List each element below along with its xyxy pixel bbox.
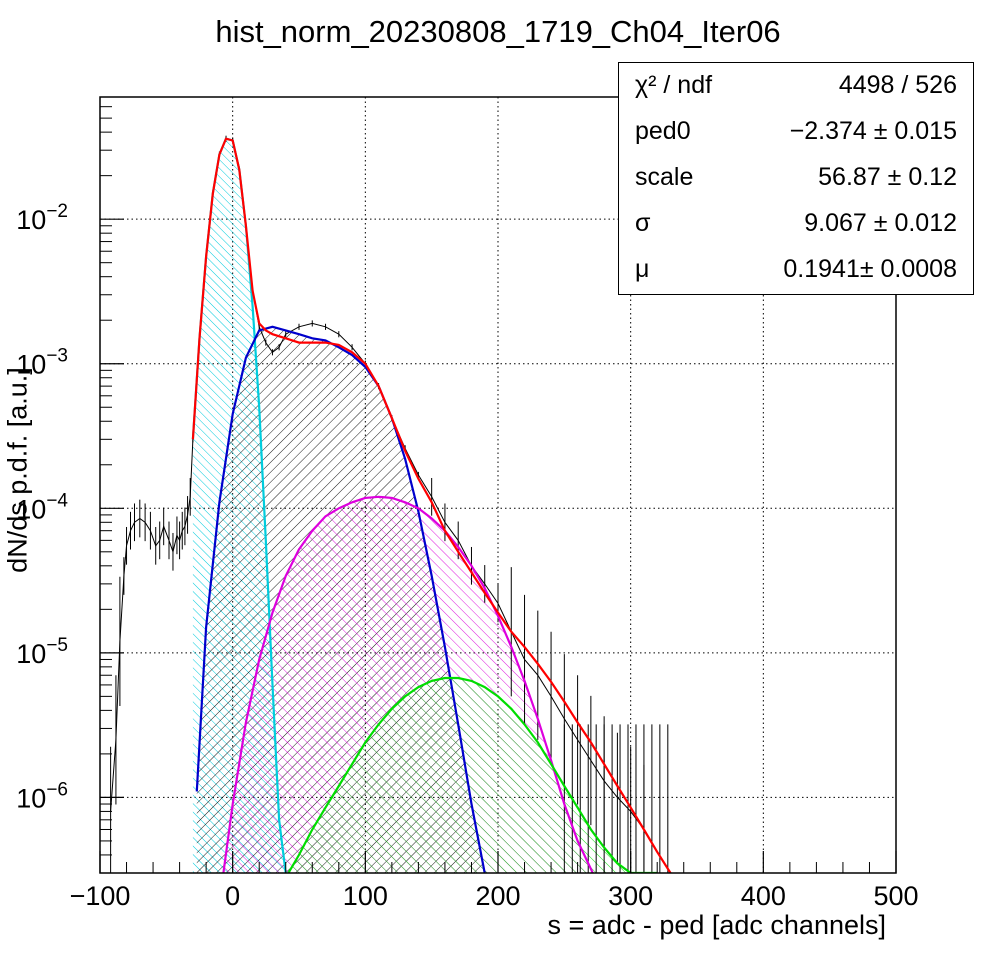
stat-row-ped0: ped0 −2.374 ± 0.015 (619, 109, 973, 155)
pe2-line (222, 495, 594, 873)
stat-value: 56.87 ± 0.12 (818, 163, 957, 191)
y-tick-exponent: −4 (46, 490, 68, 511)
x-tick-label: 300 (608, 881, 653, 911)
pe3-line (287, 676, 658, 873)
stat-value: 4498 / 526 (838, 71, 957, 99)
x-tick-label: 500 (873, 881, 918, 911)
stat-label: σ (635, 209, 651, 237)
y-tick-label: 10−4 (16, 490, 68, 524)
pe3-fill (288, 678, 658, 873)
pe1-line (195, 325, 486, 873)
stat-label: χ² / ndf (635, 71, 713, 99)
stat-row-mu: μ 0.1941± 0.0008 (619, 247, 973, 293)
y-tick-exponent: −2 (46, 201, 68, 222)
fit-stats-box: χ² / ndf 4498 / 526 ped0 −2.374 ± 0.015 … (618, 62, 974, 295)
stat-label: scale (635, 163, 694, 191)
y-tick-label: 10−2 (16, 201, 68, 235)
y-tick-exponent: −3 (46, 346, 68, 367)
stat-value: −2.374 ± 0.015 (789, 117, 957, 145)
x-tick-label: 200 (475, 881, 520, 911)
stat-label: ped0 (635, 117, 691, 145)
fit-total-line (191, 137, 672, 873)
y-tick-exponent: −5 (46, 635, 68, 656)
y-tick-label: 10−6 (16, 779, 68, 813)
x-tick-label: 400 (741, 881, 786, 911)
x-tick-label: 100 (343, 881, 388, 911)
stat-label: μ (635, 255, 650, 283)
stat-value: 0.1941± 0.0008 (783, 255, 957, 283)
y-tick-label: 10−5 (16, 635, 68, 669)
x-tick-label: −100 (70, 881, 131, 911)
y-tick-exponent: −6 (46, 779, 68, 800)
stat-value: 9.067 ± 0.012 (804, 209, 957, 237)
component-fills (192, 138, 658, 873)
x-tick-label: 0 (225, 881, 240, 911)
x-axis-label: s = adc - ped [adc channels] (547, 910, 886, 940)
chart-title: hist_norm_20230808_1719_Ch04_Iter06 (215, 14, 781, 49)
fit-curves (191, 137, 672, 873)
y-axis-label: dN/ds p.d.f. [a.u.] (2, 367, 33, 573)
stat-row-scale: scale 56.87 ± 0.12 (619, 155, 973, 201)
stat-row-sigma: σ 9.067 ± 0.012 (619, 201, 973, 247)
stat-row-chi2: χ² / ndf 4498 / 526 (619, 63, 973, 109)
